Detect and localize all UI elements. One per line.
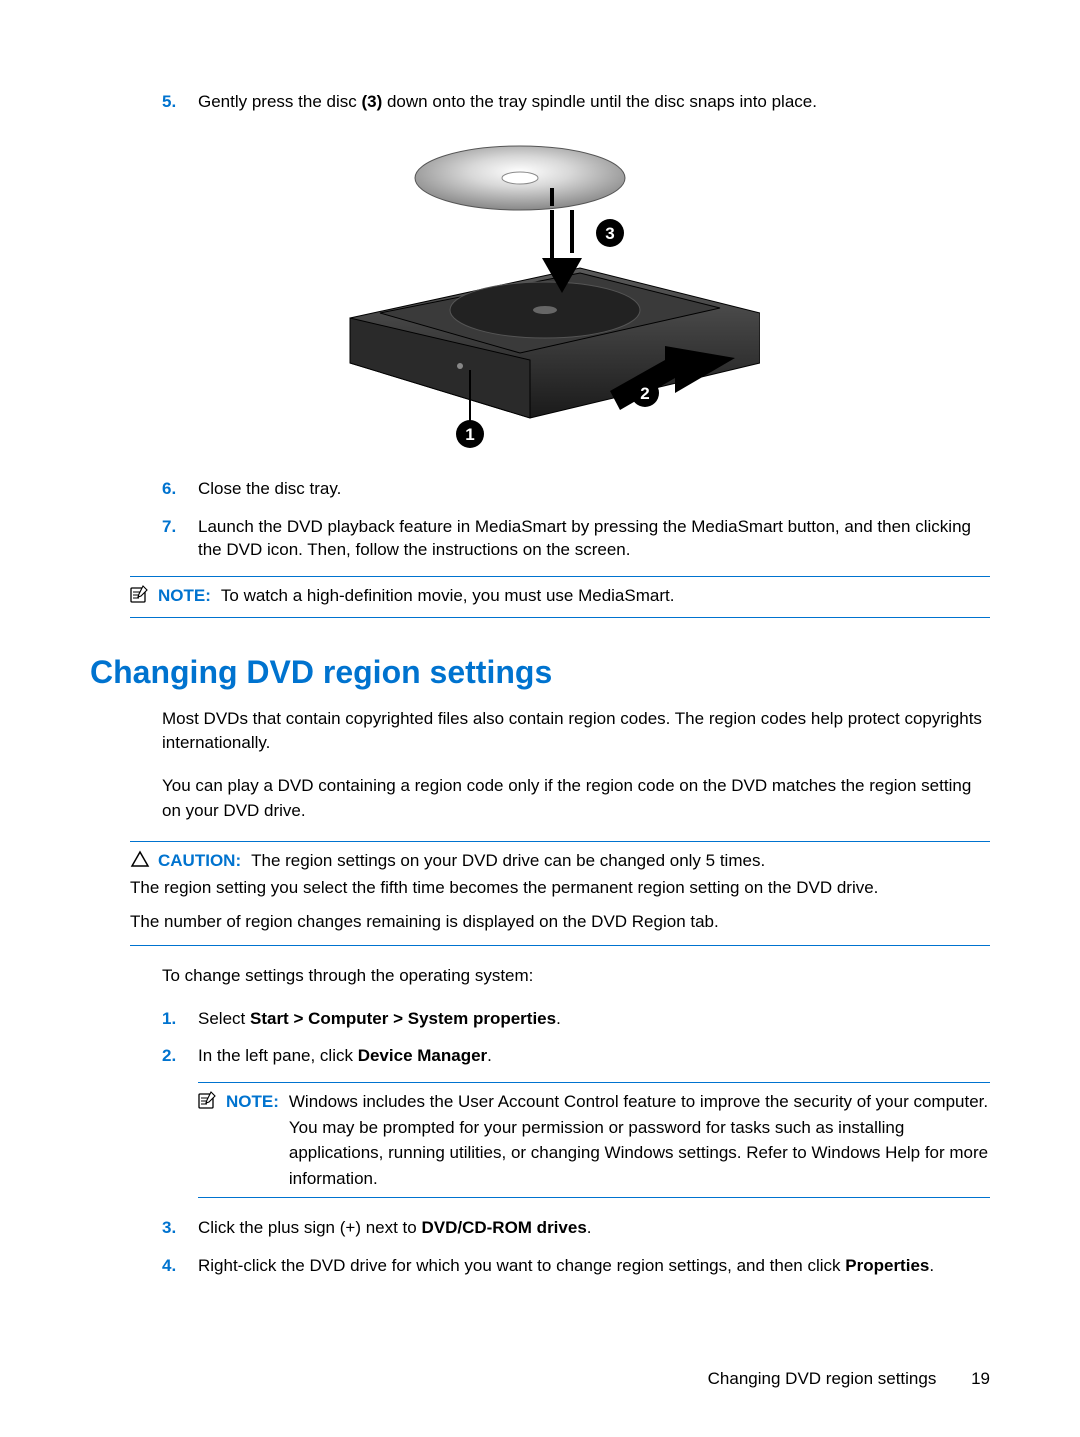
step-number: 1.: [162, 1007, 198, 1031]
svg-text:3: 3: [605, 224, 614, 243]
page-footer: Changing DVD region settings 19: [708, 1369, 990, 1389]
step-number: 7.: [162, 515, 198, 563]
step-number: 3.: [162, 1216, 198, 1240]
note-text: To watch a high-definition movie, you mu…: [221, 583, 990, 609]
caution-text: The number of region changes remaining i…: [130, 910, 990, 935]
note-box: NOTE: To watch a high-definition movie, …: [130, 576, 990, 618]
svg-text:1: 1: [465, 425, 474, 444]
step-text: Select Start > Computer > System propert…: [198, 1007, 990, 1031]
page-number: 19: [971, 1369, 990, 1388]
paragraph: You can play a DVD containing a region c…: [162, 774, 990, 823]
svg-text:2: 2: [640, 384, 649, 403]
caution-text: The region settings on your DVD drive ca…: [251, 848, 990, 874]
note-label: NOTE:: [158, 583, 211, 609]
step-number: 2.: [162, 1044, 198, 1068]
note-label: NOTE:: [226, 1089, 279, 1115]
step-3: 3. Click the plus sign (+) next to DVD/C…: [162, 1216, 990, 1240]
step-number: 5.: [162, 90, 198, 114]
document-page: 5. Gently press the disc (3) down onto t…: [0, 0, 1080, 1437]
step-text: Click the plus sign (+) next to DVD/CD-R…: [198, 1216, 990, 1240]
step-1: 1. Select Start > Computer > System prop…: [162, 1007, 990, 1031]
step-5: 5. Gently press the disc (3) down onto t…: [162, 90, 990, 114]
note-icon: [198, 1091, 220, 1117]
footer-title: Changing DVD region settings: [708, 1369, 937, 1388]
paragraph: To change settings through the operating…: [162, 964, 990, 989]
caution-icon: [130, 850, 152, 876]
step-text: Right-click the DVD drive for which you …: [198, 1254, 990, 1278]
step-text: Gently press the disc (3) down onto the …: [198, 90, 990, 114]
step-7: 7. Launch the DVD playback feature in Me…: [162, 515, 990, 563]
note-box: NOTE: Windows includes the User Account …: [198, 1082, 990, 1198]
step-2: 2. In the left pane, click Device Manage…: [162, 1044, 990, 1068]
section-heading: Changing DVD region settings: [90, 654, 990, 691]
step-number: 4.: [162, 1254, 198, 1278]
step-list-os: 1. Select Start > Computer > System prop…: [162, 1007, 990, 1278]
note-icon: [130, 585, 152, 611]
step-number: 6.: [162, 477, 198, 501]
step-text: Close the disc tray.: [198, 477, 990, 501]
tray-svg: 3 2 1: [320, 138, 760, 448]
step-text: Launch the DVD playback feature in Media…: [198, 515, 990, 563]
step-4: 4. Right-click the DVD drive for which y…: [162, 1254, 990, 1278]
paragraph: Most DVDs that contain copyrighted files…: [162, 707, 990, 756]
caution-box: CAUTION: The region settings on your DVD…: [130, 841, 990, 946]
step-list-top: 5. Gently press the disc (3) down onto t…: [162, 90, 990, 114]
caution-text: The region setting you select the fifth …: [130, 876, 990, 901]
step-6: 6. Close the disc tray.: [162, 477, 990, 501]
step-text: In the left pane, click Device Manager.: [198, 1044, 990, 1068]
step-list-top-cont: 6. Close the disc tray. 7. Launch the DV…: [162, 477, 990, 562]
disc-tray-diagram: 3 2 1: [90, 138, 990, 453]
caution-label: CAUTION:: [158, 848, 241, 874]
note-text: Windows includes the User Account Contro…: [289, 1089, 990, 1191]
